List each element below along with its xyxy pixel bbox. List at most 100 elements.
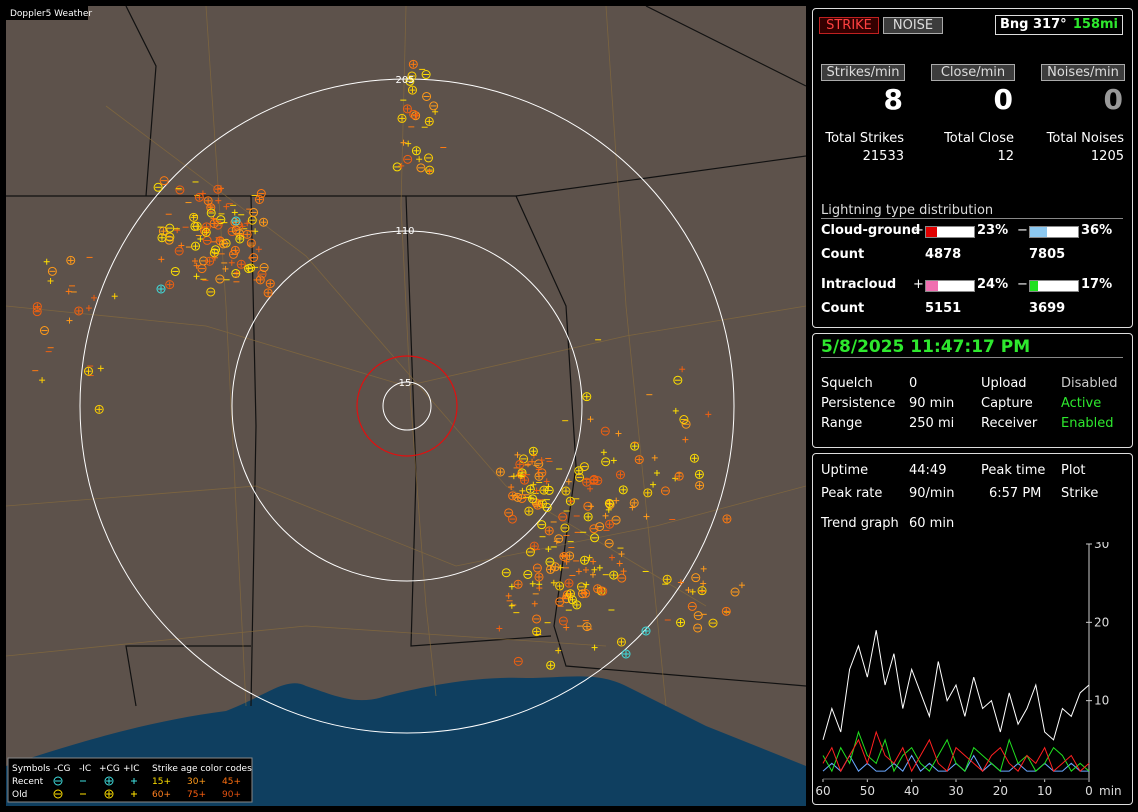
strike-symbol — [32, 302, 42, 312]
percent-bar — [925, 280, 975, 292]
stats-panel: Uptime 44:49 Peak time 6:57 PM Plot Peak rate… — [812, 453, 1133, 805]
total-value: 12 — [997, 149, 1014, 164]
strike-symbol — [206, 208, 216, 218]
strike-symbol — [165, 280, 175, 290]
percent: 23% — [977, 223, 1009, 238]
strike-symbol — [523, 569, 533, 579]
status-panel: STRIKE NOISE Bng 317° 158mi Strikes/min … — [812, 8, 1133, 328]
strike-symbol — [170, 266, 180, 276]
strike-symbol — [407, 71, 417, 81]
x-tick-label: 20 — [993, 784, 1008, 798]
x-tick-label: 10 — [1037, 784, 1052, 798]
total-value: 1205 — [1090, 149, 1124, 164]
count-label: Count — [821, 301, 865, 316]
strike-symbol — [259, 263, 269, 273]
strike-symbol — [565, 551, 575, 561]
strike-symbol — [402, 104, 412, 114]
ring-label: 110 — [395, 226, 414, 237]
strike-symbol — [681, 419, 691, 429]
strike-symbol — [265, 279, 275, 289]
strike-symbol — [416, 163, 426, 173]
strike-symbol — [236, 259, 246, 269]
strike-symbol — [565, 589, 575, 599]
strike-symbol — [228, 249, 238, 259]
strike-symbol — [104, 789, 114, 799]
strike-symbol — [572, 600, 582, 610]
strike-symbol — [424, 116, 434, 126]
count: 4878 — [925, 247, 962, 262]
strike-symbol — [559, 552, 569, 562]
close-ring — [356, 355, 458, 457]
percent: 36% — [1081, 223, 1113, 238]
strike-symbol — [694, 469, 704, 479]
rate-value: 0 — [1103, 83, 1123, 116]
type-label: Intracloud — [821, 277, 897, 292]
strike-button[interactable]: STRIKE — [819, 17, 879, 34]
strike-symbol — [525, 484, 535, 494]
strike-symbol — [215, 236, 225, 246]
strike-symbol — [537, 520, 547, 530]
stat: Peak rate — [821, 486, 883, 501]
strike-symbol — [255, 275, 265, 285]
strike-symbol — [213, 184, 223, 194]
strike-symbol — [411, 146, 421, 156]
strike-symbol — [595, 522, 605, 532]
total-label: Total Noises — [1046, 131, 1124, 146]
strike-symbol — [192, 221, 202, 231]
strike-symbol — [605, 519, 615, 529]
rate-value: 8 — [883, 83, 903, 116]
strike-symbol — [409, 109, 419, 119]
state-borders — [6, 6, 806, 707]
strike-symbol — [532, 563, 542, 573]
strike-symbol — [205, 256, 215, 266]
strike-symbol — [411, 111, 421, 121]
strike-symbol — [191, 241, 201, 251]
strike-symbol — [408, 59, 418, 69]
map: 205 110 15 Doppler5 Weather Symbols -CG … — [6, 6, 806, 806]
strike-symbol — [66, 255, 76, 265]
strike-symbol — [532, 614, 542, 624]
strike-symbol — [74, 306, 84, 316]
strike-symbol — [256, 189, 266, 199]
strike-symbol — [611, 515, 621, 525]
strike-symbol — [643, 488, 653, 498]
strike-symbol — [424, 153, 434, 163]
strike-symbol — [495, 467, 505, 477]
stat: Strike — [1061, 486, 1099, 501]
strike-symbol — [581, 588, 591, 598]
strike-symbol — [609, 570, 619, 580]
legend-text: Symbols — [12, 764, 51, 774]
strike-symbol — [660, 486, 670, 496]
setting: 90 min — [909, 396, 955, 411]
strike-symbol — [504, 508, 514, 518]
distance: 158mi — [1072, 17, 1118, 32]
strike-symbol — [254, 194, 264, 204]
strike-symbol — [429, 101, 439, 111]
noise-button[interactable]: NOISE — [883, 17, 943, 34]
percent-bar — [925, 226, 975, 238]
strike-symbol — [421, 70, 431, 80]
trend-line — [822, 630, 1090, 741]
percent-bar — [1029, 226, 1079, 238]
strike-symbol — [263, 288, 273, 298]
strike-symbol — [555, 581, 565, 591]
strike-symbol — [194, 192, 204, 202]
strike-symbol — [165, 232, 175, 242]
strike-symbol — [218, 239, 228, 249]
strike-symbol — [575, 472, 585, 482]
strike-symbol — [544, 485, 554, 495]
y-tick-label: 10 — [1094, 694, 1109, 708]
x-tick-label: 60 — [815, 784, 830, 798]
stat: Plot — [1061, 463, 1086, 478]
legend-age: 60+ — [152, 790, 171, 800]
stat: 44:49 — [909, 463, 947, 478]
strike-symbol — [39, 326, 49, 336]
strike-symbol — [630, 441, 640, 451]
strikes — [32, 59, 745, 670]
strike-symbol — [513, 492, 523, 502]
trend-chart: 10 20 30 60 50 40 30 20 10 0 min — [815, 542, 1121, 798]
total-label: Total Strikes — [825, 131, 904, 146]
x-tick-label: 30 — [948, 784, 963, 798]
strike-symbol — [216, 215, 226, 225]
legend-text: Old — [12, 790, 27, 800]
